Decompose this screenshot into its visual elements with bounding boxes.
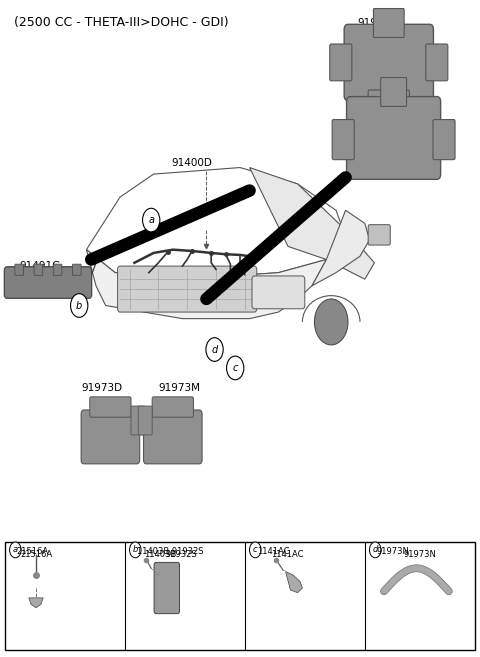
FancyBboxPatch shape [81,410,140,464]
Polygon shape [286,572,302,593]
FancyBboxPatch shape [154,562,180,614]
FancyBboxPatch shape [138,406,152,435]
Polygon shape [250,168,374,279]
FancyBboxPatch shape [131,406,145,435]
Text: 91973S: 91973S [358,18,397,28]
Circle shape [206,338,223,361]
Text: c: c [232,363,238,373]
FancyBboxPatch shape [144,410,202,464]
Text: 21516A: 21516A [17,547,49,556]
Text: 91932S: 91932S [166,550,197,559]
FancyBboxPatch shape [34,264,43,275]
FancyBboxPatch shape [118,266,257,312]
Text: 11403B 91932S: 11403B 91932S [137,547,203,556]
Text: 91491G: 91491G [19,261,60,271]
FancyBboxPatch shape [344,24,433,101]
FancyBboxPatch shape [4,267,92,298]
Circle shape [130,542,141,558]
Circle shape [370,542,381,558]
Text: 91974G: 91974G [358,146,399,156]
Polygon shape [86,168,346,279]
FancyBboxPatch shape [373,9,404,37]
Polygon shape [312,210,370,286]
Text: 91973N: 91973N [377,547,409,556]
Text: c: c [253,545,258,555]
Text: 91400D: 91400D [171,158,213,168]
Text: 21516A: 21516A [20,550,52,559]
FancyBboxPatch shape [252,276,305,309]
Text: a: a [148,215,154,225]
Text: 1141AC: 1141AC [257,547,289,556]
FancyBboxPatch shape [368,225,390,245]
Text: 91973D: 91973D [82,382,123,393]
Circle shape [250,542,261,558]
FancyBboxPatch shape [15,264,24,275]
FancyBboxPatch shape [368,90,409,124]
FancyBboxPatch shape [330,44,352,81]
FancyBboxPatch shape [332,120,354,160]
Circle shape [143,208,160,232]
FancyBboxPatch shape [381,78,407,106]
Circle shape [71,294,88,317]
FancyBboxPatch shape [53,264,62,275]
Text: d: d [211,344,218,355]
Polygon shape [86,250,326,319]
FancyBboxPatch shape [433,120,455,160]
Text: 1141AC: 1141AC [271,550,304,559]
FancyBboxPatch shape [90,397,131,417]
Text: b: b [132,545,138,555]
Circle shape [314,299,348,345]
FancyBboxPatch shape [347,97,441,179]
FancyBboxPatch shape [426,44,448,81]
Text: 11403B: 11403B [144,550,176,559]
Circle shape [10,542,21,558]
FancyBboxPatch shape [152,397,193,417]
Text: (2500 CC - THETA-III>DOHC - GDI): (2500 CC - THETA-III>DOHC - GDI) [14,16,229,30]
Text: b: b [76,300,83,311]
Polygon shape [29,598,43,608]
Text: 91973N: 91973N [403,550,436,559]
Text: d: d [372,545,378,555]
Text: a: a [13,545,18,555]
FancyBboxPatch shape [5,542,475,650]
FancyBboxPatch shape [72,264,81,275]
Text: 91973M: 91973M [158,382,201,393]
Circle shape [227,356,244,380]
